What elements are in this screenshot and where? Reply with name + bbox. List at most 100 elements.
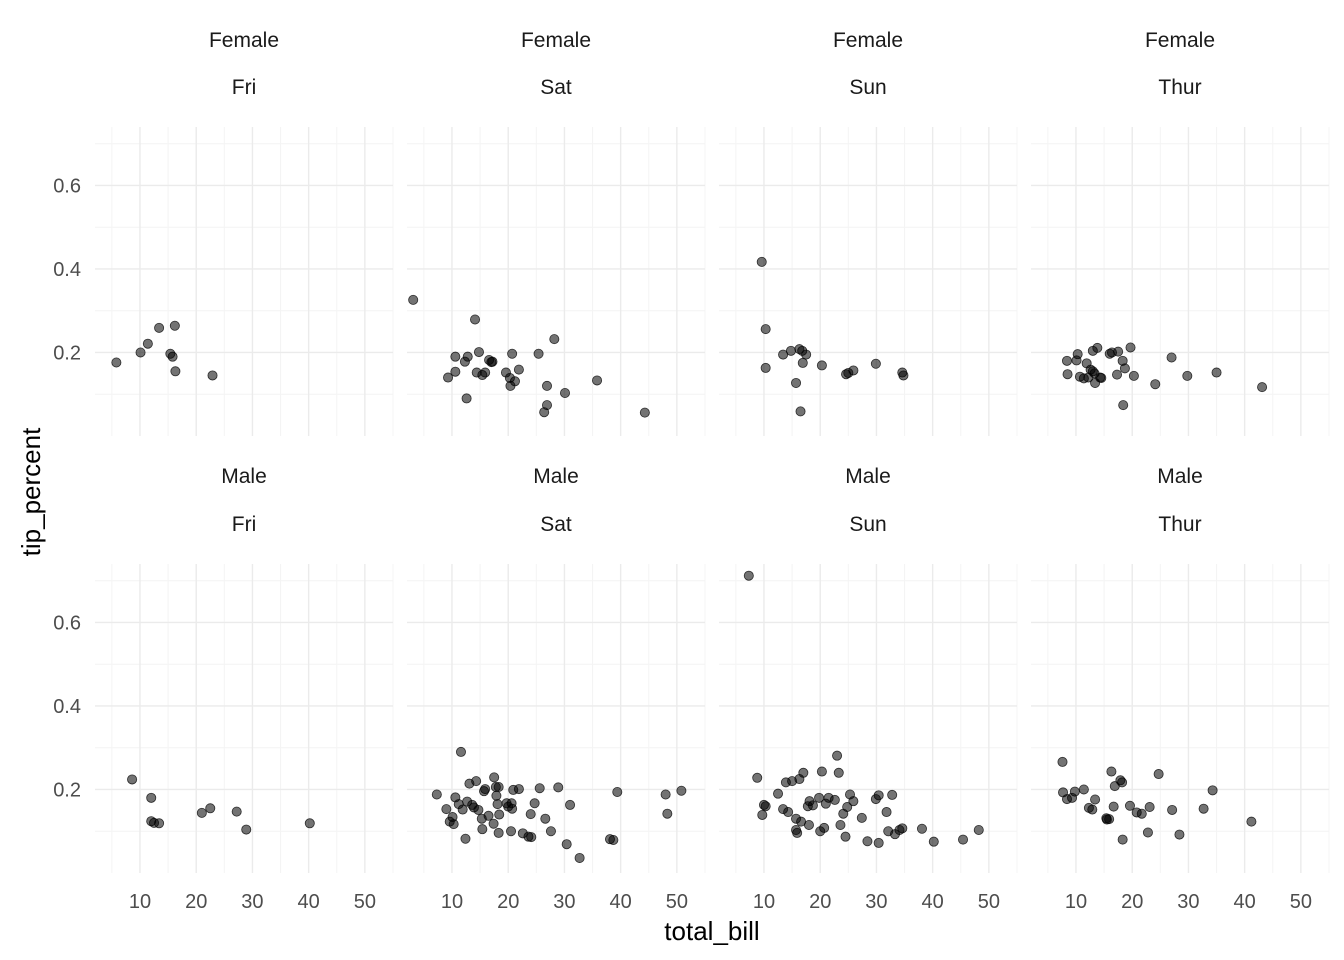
data-point [816, 766, 827, 777]
facet-strip-day-label: Sun [849, 76, 886, 99]
facet-strip-day-label: Thur [1158, 76, 1201, 99]
data-point [488, 818, 499, 829]
data-point [170, 366, 181, 377]
data-point [898, 370, 909, 381]
data-point [1087, 804, 1098, 815]
facet-strip-day-label: Sun [849, 513, 886, 536]
x-tick-label: 30 [553, 891, 575, 913]
data-point [816, 360, 827, 371]
data-point [450, 366, 461, 377]
data-point [470, 314, 481, 325]
data-point [477, 824, 488, 835]
data-point [743, 570, 754, 581]
facet-strip-sex-label: Female [521, 29, 591, 52]
x-tick-label: 20 [185, 891, 207, 913]
data-point [450, 351, 461, 362]
data-point [553, 782, 564, 793]
data-point [493, 827, 504, 838]
data-point [1142, 827, 1153, 838]
data-point [832, 750, 843, 761]
data-point [1117, 834, 1128, 845]
x-tick-label: 40 [298, 891, 320, 913]
data-point [608, 835, 619, 846]
data-point [803, 819, 814, 830]
data-point [1136, 808, 1147, 819]
data-point [1108, 801, 1119, 812]
data-point [807, 800, 818, 811]
data-point [1104, 814, 1115, 825]
data-point [533, 348, 544, 359]
data-point [887, 789, 898, 800]
data-point [491, 790, 502, 801]
data-point [1246, 816, 1257, 827]
data-point [676, 785, 687, 796]
x-tick-label: 30 [1177, 891, 1199, 913]
data-point [231, 806, 242, 817]
facet-panel-male-thur: Male Thur 10 20 30 40 50 [1031, 465, 1330, 913]
facet-panel-male-fri: Male Fri 0.2 0.4 0.6 10 20 30 40 50 [53, 465, 394, 913]
data-point [1150, 379, 1161, 390]
data-point [494, 809, 505, 820]
data-point [1211, 367, 1222, 378]
data-point [196, 807, 207, 818]
x-tick-label: 20 [1121, 891, 1143, 913]
x-tick-label: 50 [1290, 891, 1312, 913]
facet-panel-male-sat: Male Sat 10 20 30 40 50 [407, 465, 706, 913]
data-point [207, 370, 218, 381]
data-point [1128, 370, 1139, 381]
data-point [973, 824, 984, 835]
facet-panels: FemaleFri0.20.40.6FemaleSatFemaleSunFema… [53, 29, 1330, 913]
data-point [565, 799, 576, 810]
facet-panel-female-sun: Female Sun [719, 29, 1018, 436]
data-point [461, 393, 472, 404]
facet-strip-sex-label: Female [1145, 29, 1215, 52]
data-point [1072, 349, 1083, 360]
data-point [460, 833, 471, 844]
data-point [848, 796, 859, 807]
data-point [135, 347, 146, 358]
data-point [1118, 400, 1129, 411]
data-point [483, 810, 494, 821]
data-point [441, 804, 452, 815]
data-point [833, 767, 844, 778]
data-point [540, 813, 551, 824]
data-point [487, 356, 498, 367]
data-point [842, 802, 853, 813]
data-point [545, 826, 556, 837]
data-point [111, 357, 122, 368]
data-point [154, 322, 165, 333]
data-point [773, 788, 784, 799]
data-point [798, 767, 809, 778]
data-point [146, 792, 157, 803]
y-tick-label: 0.2 [53, 342, 81, 364]
data-point [785, 345, 796, 356]
data-point [574, 852, 585, 863]
data-point [471, 776, 482, 787]
data-point [127, 774, 138, 785]
data-point [1153, 769, 1164, 780]
data-point [1174, 829, 1185, 840]
data-point [819, 822, 830, 833]
y-tick-label: 0.4 [53, 259, 81, 281]
facet-strip-day-label: Sat [540, 76, 572, 99]
data-point [760, 362, 771, 373]
y-tick-label: 0.6 [53, 612, 81, 634]
data-point [534, 783, 545, 794]
data-point [473, 804, 484, 815]
data-point [1257, 382, 1268, 393]
facet-strip-sex-label: Female [833, 29, 903, 52]
x-axis-title: total_bill [664, 916, 759, 946]
data-point [493, 781, 504, 792]
data-point [1124, 800, 1135, 811]
data-point [241, 824, 252, 835]
facet-strip-day-label: Thur [1158, 513, 1201, 536]
x-tick-label: 30 [241, 891, 263, 913]
data-point [1117, 777, 1128, 788]
data-point [783, 807, 794, 818]
facet-strip-sex-label: Male [1157, 465, 1203, 488]
data-point [1078, 784, 1089, 795]
data-point [431, 789, 442, 800]
data-point [167, 351, 178, 362]
data-point [612, 786, 623, 797]
